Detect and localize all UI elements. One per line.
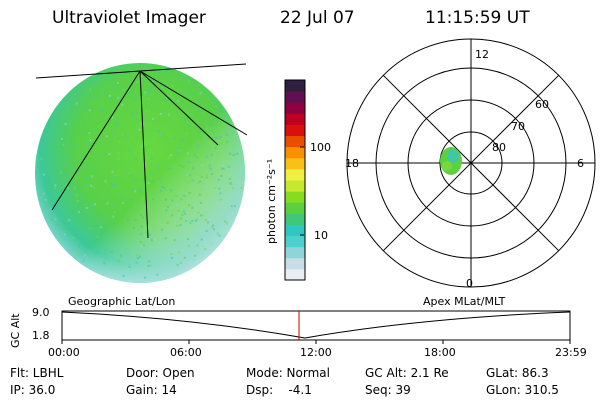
timeline-axis-title: GC Alt xyxy=(9,313,22,348)
info-gc-alt: GC Alt: 2.1 Re xyxy=(365,366,449,380)
timeline-ytick-top: 9.0 xyxy=(32,306,50,319)
time-label: 11:15:59 UT xyxy=(425,8,530,28)
date-label: 22 Jul 07 xyxy=(280,8,355,28)
polar-label-60: 60 xyxy=(535,98,549,111)
timeline-xtick-2359: 23:59 xyxy=(555,346,587,359)
colorbar-segment xyxy=(285,135,305,148)
colorbar-segment xyxy=(285,113,305,125)
colorbar-segment xyxy=(285,224,305,237)
colorbar-segment xyxy=(285,157,305,170)
info-seq: Seq: 39 xyxy=(365,383,411,397)
earth-disk xyxy=(35,63,248,283)
info-glon: GLon: 310.5 xyxy=(486,383,559,397)
colorbar-segment xyxy=(285,180,305,192)
timeline-xtick-0000: 00:00 xyxy=(48,346,80,359)
auroral-oval xyxy=(440,147,462,175)
colorbar-tick-100: 100 xyxy=(310,141,331,154)
colorbar-segment xyxy=(285,168,305,181)
timeline-right-label: Apex MLat/MLT xyxy=(423,295,506,308)
colorbar-segment xyxy=(285,146,305,159)
info-glat: GLat: 86.3 xyxy=(486,366,549,380)
polar-label-12: 12 xyxy=(475,48,489,61)
colorbar-segment xyxy=(285,213,305,225)
info-gain: Gain: 14 xyxy=(126,383,177,397)
polar-label-6: 6 xyxy=(577,157,584,170)
colorbar-tick-10: 10 xyxy=(314,229,328,242)
colorbar-segment xyxy=(285,102,305,114)
info-dsp: Dsp: -4.1 xyxy=(246,383,312,397)
polar-label-70: 70 xyxy=(511,120,525,133)
info-mode: Mode: Normal xyxy=(246,366,330,380)
instrument-title: Ultraviolet Imager xyxy=(52,8,206,28)
colorbar-segment xyxy=(285,124,305,137)
colorbar-border xyxy=(284,79,306,281)
polar-label-18: 18 xyxy=(345,157,359,170)
info-door: Door: Open xyxy=(126,366,195,380)
info-ip: IP: 36.0 xyxy=(10,383,56,397)
colorbar-segment xyxy=(285,91,305,103)
colorbar-segment xyxy=(285,257,305,270)
polar-label-0: 0 xyxy=(466,277,473,290)
timeline-xtick-1800: 18:00 xyxy=(424,346,456,359)
colorbar-segment xyxy=(285,80,305,92)
colorbar-segment xyxy=(285,202,305,214)
polar-label-80: 80 xyxy=(492,141,506,154)
colorbar-segment xyxy=(285,235,305,248)
colorbar-segment xyxy=(285,246,305,259)
timeline-xtick-1200: 12:00 xyxy=(300,346,332,359)
info-flt: Flt: LBHL xyxy=(10,366,64,380)
timeline-left-label: Geographic Lat/Lon xyxy=(68,295,176,308)
color-scale-bar xyxy=(284,79,306,281)
altitude-timeline xyxy=(61,310,571,344)
polar-plot xyxy=(346,38,596,288)
timeline-xtick-0600: 06:00 xyxy=(170,346,202,359)
timeline-ytick-bottom: 1.8 xyxy=(32,329,50,342)
colorbar-segment xyxy=(285,268,305,281)
colorbar-segment xyxy=(285,191,305,203)
colorbar-unit-label: photon cm⁻²s⁻¹ xyxy=(265,158,278,244)
